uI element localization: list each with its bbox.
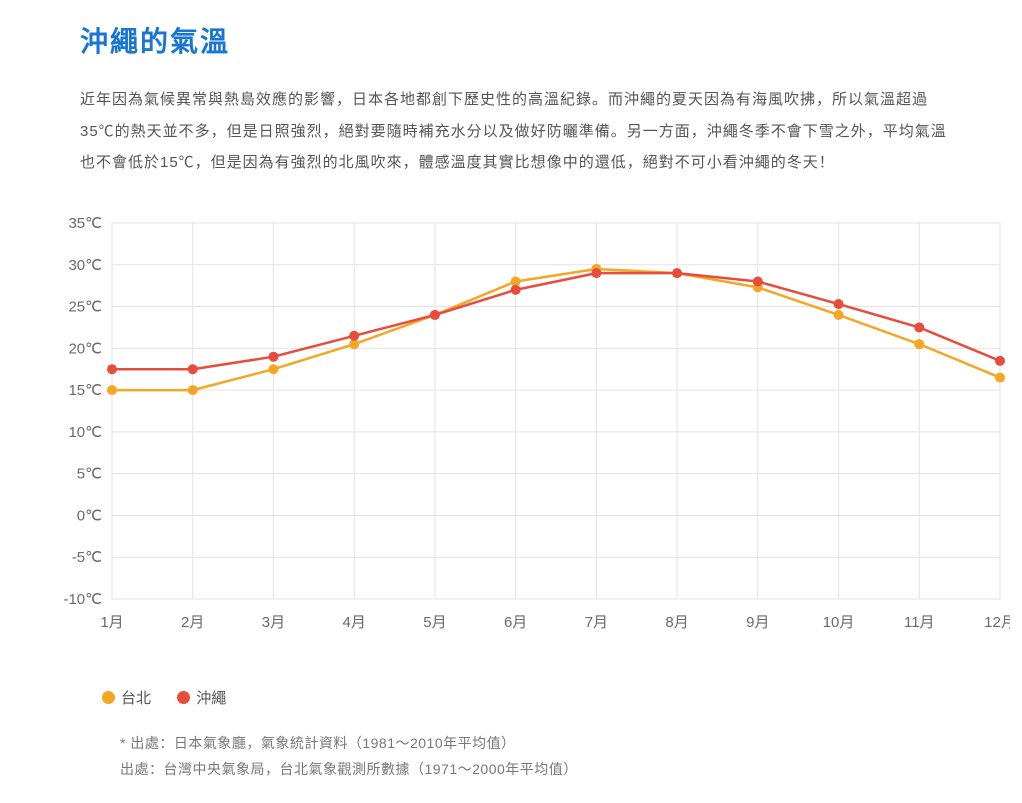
series-marker bbox=[268, 351, 278, 361]
series-marker bbox=[107, 385, 117, 395]
series-marker bbox=[188, 385, 198, 395]
x-tick-label: 10月 bbox=[823, 614, 855, 631]
x-tick-label: 9月 bbox=[746, 614, 769, 631]
x-tick-label: 5月 bbox=[423, 614, 446, 631]
series-marker bbox=[268, 364, 278, 374]
x-tick-label: 8月 bbox=[665, 614, 688, 631]
x-tick-label: 4月 bbox=[343, 614, 366, 631]
series-marker bbox=[914, 322, 924, 332]
chart-legend: 台北 沖繩 bbox=[102, 687, 1002, 708]
temperature-chart: -10℃ -5℃ 0℃ 5℃ 10℃ 15℃ 20℃ 25℃ 30℃ 35℃ 1月 2月 3月 4月 5月 6… bbox=[30, 209, 992, 669]
series-line bbox=[112, 268, 1000, 389]
y-tick-label: 5℃ bbox=[77, 465, 102, 482]
y-tick-label: -5℃ bbox=[72, 549, 102, 566]
series-marker bbox=[995, 355, 1005, 365]
series-marker bbox=[188, 364, 198, 374]
legend-item-okinawa: 沖繩 bbox=[177, 687, 226, 708]
series-marker bbox=[834, 309, 844, 319]
y-tick-label: 20℃ bbox=[68, 340, 102, 357]
legend-dot-icon bbox=[102, 691, 115, 704]
series-line bbox=[112, 273, 1000, 369]
series-marker bbox=[995, 372, 1005, 382]
series-marker bbox=[672, 268, 682, 278]
y-tick-label: -10℃ bbox=[63, 591, 102, 608]
chart-svg: -10℃ -5℃ 0℃ 5℃ 10℃ 15℃ 20℃ 25℃ 30℃ 35℃ 1月 2月 3月 4月 5月 6… bbox=[30, 209, 1010, 669]
legend-dot-icon bbox=[177, 691, 190, 704]
series-marker bbox=[107, 364, 117, 374]
series-marker bbox=[349, 330, 359, 340]
x-tick-label: 7月 bbox=[585, 614, 608, 631]
x-tick-label: 6月 bbox=[504, 614, 527, 631]
chart-sources: * 出處：日本氣象廳，氣象統計資料（1981～2010年平均值） 出處：台灣中央… bbox=[120, 730, 1002, 783]
y-tick-label: 10℃ bbox=[68, 423, 102, 440]
y-tick-label: 35℃ bbox=[68, 215, 102, 232]
series-marker bbox=[834, 299, 844, 309]
page-title: 沖繩的氣溫 bbox=[80, 20, 1002, 60]
legend-item-taipei: 台北 bbox=[102, 687, 151, 708]
y-tick-label: 25℃ bbox=[68, 298, 102, 315]
x-tick-label: 3月 bbox=[262, 614, 285, 631]
source-line: * 出處：日本氣象廳，氣象統計資料（1981～2010年平均值） bbox=[120, 730, 1002, 757]
y-tick-label: 15℃ bbox=[68, 382, 102, 399]
legend-label: 台北 bbox=[121, 687, 151, 708]
series-marker bbox=[511, 284, 521, 294]
series-marker bbox=[591, 268, 601, 278]
x-tick-label: 1月 bbox=[100, 614, 123, 631]
y-tick-label: 30℃ bbox=[68, 256, 102, 273]
series-marker bbox=[430, 309, 440, 319]
x-tick-label: 11月 bbox=[904, 614, 935, 631]
legend-label: 沖繩 bbox=[196, 687, 226, 708]
x-tick-label: 12月 bbox=[984, 614, 1010, 631]
description-text: 近年因為氣候異常與熱島效應的影響，日本各地都創下歷史性的高溫紀錄。而沖繩的夏天因… bbox=[80, 84, 962, 179]
y-tick-label: 0℃ bbox=[77, 507, 102, 524]
source-line: 出處：台灣中央氣象局，台北氣象觀測所數據（1971～2000年平均值） bbox=[120, 756, 1002, 783]
x-tick-label: 2月 bbox=[181, 614, 204, 631]
series-marker bbox=[914, 339, 924, 349]
series-marker bbox=[753, 276, 763, 286]
